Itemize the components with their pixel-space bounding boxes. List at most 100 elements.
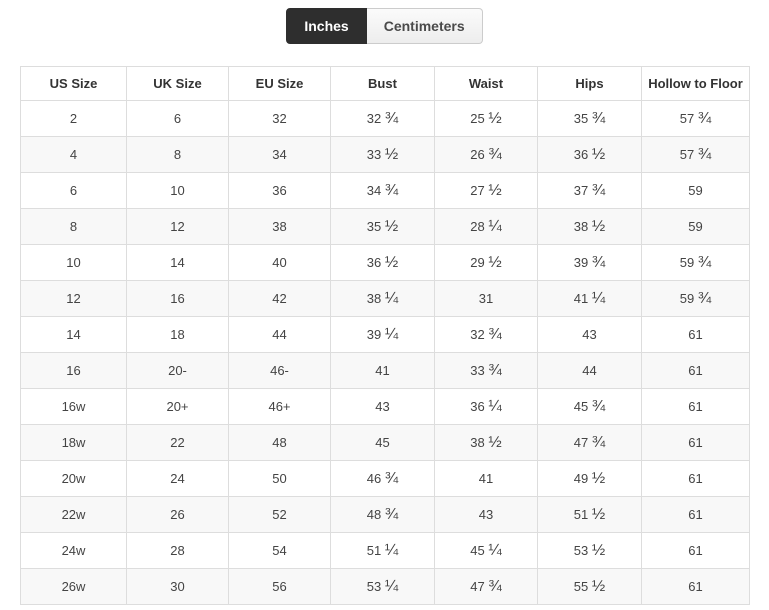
table-cell: 45	[330, 424, 435, 461]
table-row: 26w 30 56 53 ¼ 47 ¾ 55 ½ 61	[20, 568, 750, 605]
table-cell: 48	[228, 424, 331, 461]
table-cell: 41	[330, 352, 435, 389]
table-cell: 26 ¾	[434, 136, 538, 173]
table-cell: 12	[20, 280, 127, 317]
table-cell: 8	[20, 208, 127, 245]
table-cell: 34 ¾	[330, 172, 435, 209]
table-cell: 50	[228, 460, 331, 497]
table-cell: 51 ½	[537, 496, 642, 533]
table-cell: 16	[20, 352, 127, 389]
table-cell: 24	[126, 460, 229, 497]
header-waist: Waist	[434, 66, 538, 101]
fraction: ¼	[488, 541, 502, 559]
header-hollow-to-floor: Hollow to Floor	[641, 66, 750, 101]
table-cell: 27 ½	[434, 172, 538, 209]
table-cell: 14	[20, 316, 127, 353]
table-cell: 45 ¾	[537, 388, 642, 425]
table-cell: 32 ¾	[434, 316, 538, 353]
table-header: US Size UK Size EU Size Bust Waist Hips …	[20, 66, 750, 101]
fraction: ½	[591, 577, 606, 595]
table-cell: 10	[126, 172, 229, 209]
table-cell: 30	[126, 568, 229, 605]
fraction: ¼	[384, 577, 399, 595]
table-row: 4 8 34 33 ½ 26 ¾ 36 ½ 57 ¾	[20, 136, 750, 173]
table-cell: 57 ¾	[641, 136, 750, 173]
fraction: ¼	[384, 541, 399, 559]
fraction: ¾	[591, 109, 606, 127]
table-cell: 26w	[20, 568, 127, 605]
table-cell: 52	[228, 496, 331, 533]
table-cell: 18	[126, 316, 229, 353]
table-cell: 35 ½	[330, 208, 435, 245]
table-cell: 61	[641, 424, 750, 461]
table-cell: 59	[641, 208, 750, 245]
fraction: ¾	[591, 181, 606, 199]
table-row: 8 12 38 35 ½ 28 ¼ 38 ½ 59	[20, 208, 750, 245]
table-cell: 24w	[20, 532, 127, 569]
table-cell: 61	[641, 496, 750, 533]
fraction: ¾	[697, 145, 712, 163]
table-row: 14 18 44 39 ¼ 32 ¾ 43 61	[20, 316, 750, 353]
fraction: ¾	[384, 505, 399, 523]
table-cell: 59	[641, 172, 750, 209]
tab-inches[interactable]: Inches	[286, 8, 367, 44]
table-cell: 16w	[20, 388, 127, 425]
table-row: 6 10 36 34 ¾ 27 ½ 37 ¾ 59	[20, 172, 750, 209]
table-cell: 39 ¾	[537, 244, 642, 281]
fraction: ¾	[488, 145, 502, 163]
table-cell: 53 ½	[537, 532, 642, 569]
table-cell: 61	[641, 316, 750, 353]
table-cell: 33 ½	[330, 136, 435, 173]
header-hips: Hips	[537, 66, 642, 101]
fraction: ¾	[591, 433, 606, 451]
table-cell: 38 ½	[434, 424, 538, 461]
table-cell: 55 ½	[537, 568, 642, 605]
fraction: ¾	[384, 109, 399, 127]
size-chart-container: US Size UK Size EU Size Bust Waist Hips …	[20, 66, 750, 605]
fraction: ¾	[591, 253, 606, 271]
table-cell: 56	[228, 568, 331, 605]
fraction: ½	[384, 253, 399, 271]
table-cell: 25 ½	[434, 100, 538, 137]
fraction: ¾	[697, 253, 712, 271]
fraction: ½	[488, 181, 502, 199]
table-row: 12 16 42 38 ¼ 31 41 ¼ 59 ¾	[20, 280, 750, 317]
fraction: ¾	[384, 181, 399, 199]
table-row: 18w 22 48 45 38 ½ 47 ¾ 61	[20, 424, 750, 461]
table-cell: 31	[434, 280, 538, 317]
table-cell: 61	[641, 532, 750, 569]
fraction: ¾	[488, 577, 502, 595]
table-cell: 61	[641, 388, 750, 425]
table-body: 2 6 32 32 ¾ 25 ½ 35 ¾ 57 ¾ 4 8 34 33 ½ 26 ¾ 36 ½ 57 ¾…	[20, 100, 750, 605]
table-cell: 51 ¼	[330, 532, 435, 569]
header-eu-size: EU Size	[228, 66, 331, 101]
table-cell: 20+	[126, 388, 229, 425]
table-cell: 36 ½	[330, 244, 435, 281]
fraction: ¾	[488, 361, 502, 379]
table-cell: 46 ¾	[330, 460, 435, 497]
fraction: ¾	[488, 325, 502, 343]
fraction: ¼	[488, 217, 502, 235]
header-uk-size: UK Size	[126, 66, 229, 101]
table-cell: 6	[20, 172, 127, 209]
table-cell: 45 ¼	[434, 532, 538, 569]
fraction: ½	[591, 217, 606, 235]
table-cell: 61	[641, 352, 750, 389]
table-cell: 36	[228, 172, 331, 209]
table-cell: 6	[126, 100, 229, 137]
table-cell: 38 ½	[537, 208, 642, 245]
table-cell: 41 ¼	[537, 280, 642, 317]
header-bust: Bust	[330, 66, 435, 101]
table-cell: 20w	[20, 460, 127, 497]
fraction: ½	[384, 145, 399, 163]
table-cell: 28	[126, 532, 229, 569]
fraction: ½	[488, 109, 502, 127]
table-cell: 43	[434, 496, 538, 533]
fraction: ½	[591, 469, 606, 487]
table-cell: 32 ¾	[330, 100, 435, 137]
table-cell: 42	[228, 280, 331, 317]
table-cell: 18w	[20, 424, 127, 461]
tab-centimeters[interactable]: Centimeters	[366, 8, 483, 44]
fraction: ¼	[488, 397, 502, 415]
size-chart-table: US Size UK Size EU Size Bust Waist Hips …	[20, 66, 750, 605]
